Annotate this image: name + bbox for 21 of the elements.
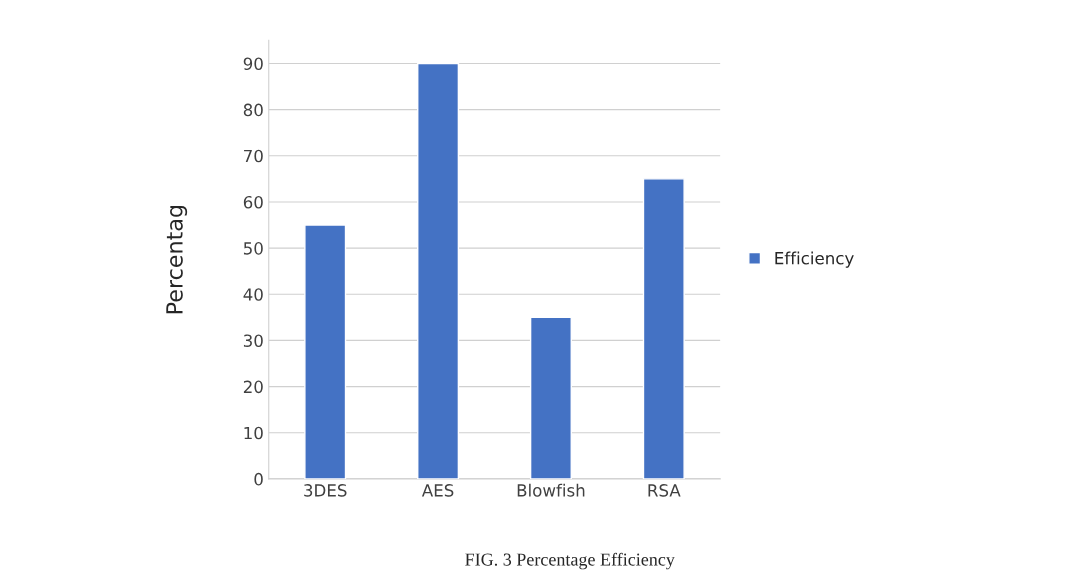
y-axis-title: Percentag [166,206,188,314]
legend-label: Efficiency [775,251,854,268]
y-tick-label: 0 [254,472,263,486]
x-tick-label: AES [421,484,454,497]
x-tick-label: Blowfish [517,483,585,497]
y-tick-label: 30 [243,334,263,347]
y-tick-label: 50 [243,242,263,255]
y-tick-label: 70 [244,149,263,163]
bar [529,316,572,479]
caption: FIG. 3 Percentage Efficiency [465,552,675,570]
y-tick-label: 20 [243,380,263,394]
y-tick-label: 60 [243,195,263,209]
y-tick-label: 40 [243,288,263,301]
y-tick-label: 90 [243,57,263,71]
x-tick-label: 3DES [304,484,347,497]
y-tick-label: 80 [243,103,263,117]
bar [642,178,685,479]
bar [304,224,347,479]
bar [417,62,460,479]
x-tick-label: RSA [648,484,681,497]
y-tick-label: 10 [244,426,263,440]
